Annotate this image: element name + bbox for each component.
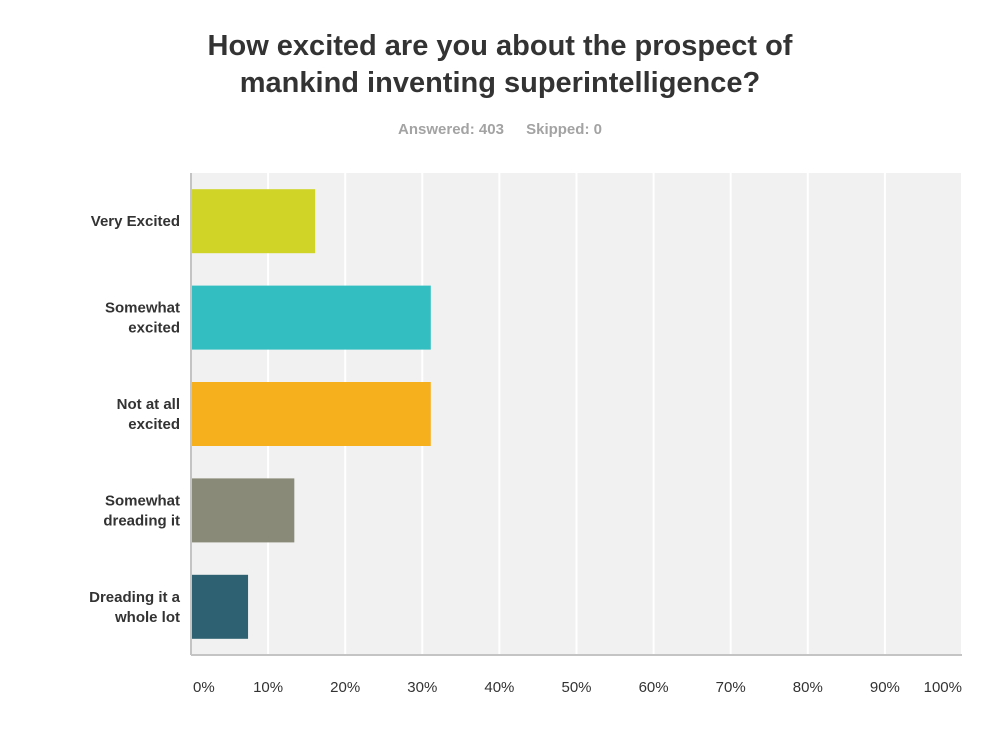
x-tick-label: 0%	[193, 679, 215, 696]
x-tick-label: 30%	[407, 679, 437, 696]
x-tick-label: 40%	[484, 679, 514, 696]
x-tick-label: 80%	[793, 679, 823, 696]
chart-title-line-2: mankind inventing superintelligence?	[239, 67, 761, 99]
chart-title-line-1: How excited are you about the prospect o…	[207, 30, 793, 62]
category-label: Dreading it a	[89, 589, 181, 606]
x-tick-label: 60%	[639, 679, 669, 696]
x-tick-label: 70%	[716, 679, 746, 696]
bar	[191, 285, 431, 350]
category-label: Not at all	[117, 396, 180, 413]
category-label: dreading it	[103, 512, 180, 529]
category-label: excited	[128, 320, 180, 337]
skipped-count: Skipped: 0	[526, 121, 602, 138]
category-label: Somewhat	[105, 300, 180, 317]
x-tick-label: 90%	[870, 679, 900, 696]
category-label: Somewhat	[105, 492, 180, 509]
response-stats: Answered: 403 Skipped: 0	[0, 121, 1000, 138]
x-tick-label: 50%	[561, 679, 591, 696]
category-label: Very Excited	[91, 213, 180, 230]
x-tick-label: 100%	[924, 679, 962, 696]
category-label: whole lot	[114, 609, 180, 626]
bar	[191, 382, 431, 446]
chart-title: How excited are you about the prospect o…	[0, 28, 1000, 102]
x-tick-label: 10%	[253, 679, 283, 696]
category-label: excited	[128, 416, 180, 433]
answered-count: Answered: 403	[398, 121, 504, 138]
bar	[191, 189, 316, 254]
x-tick-label: 20%	[330, 679, 360, 696]
bar	[191, 478, 295, 543]
bar	[191, 574, 249, 639]
